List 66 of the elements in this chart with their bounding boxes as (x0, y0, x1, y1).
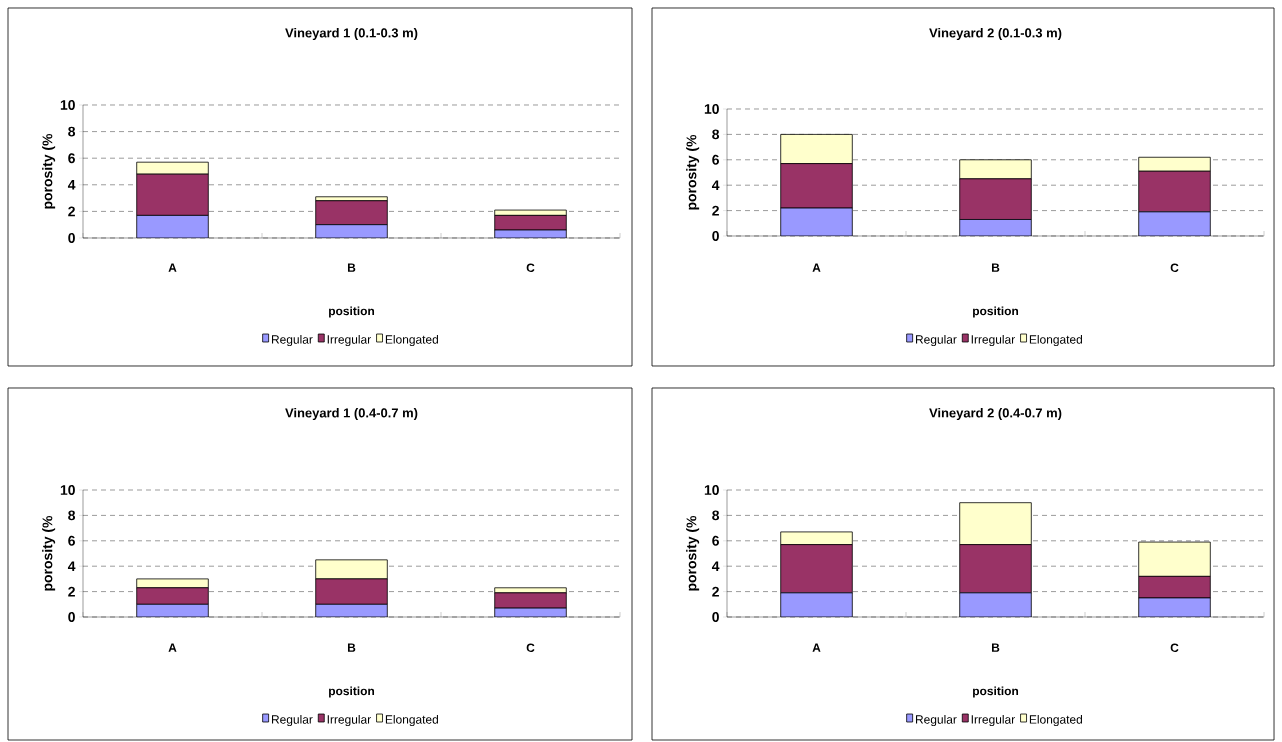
x-tick-label: B (991, 643, 1000, 652)
y-tick-label: 4 (67, 180, 76, 190)
legend-label: Irregular (971, 714, 1015, 727)
y-tick-label: 10 (60, 100, 75, 110)
x-tick-label: B (347, 263, 356, 272)
legend-label: Regular (272, 334, 313, 347)
y-tick-label: 8 (712, 129, 720, 140)
chart-title: Vineyard 1 (0.1-0.3 m) (285, 27, 418, 41)
y-tick-label: 6 (712, 535, 719, 546)
legend-label: Irregular (327, 714, 371, 727)
y-tick-label: 6 (68, 153, 75, 164)
y-tick-label: 2 (68, 586, 75, 597)
bar (780, 592, 853, 617)
x-axis-title: position (973, 306, 1019, 318)
x-axis-title: position (329, 306, 375, 318)
y-tick-label: 2 (712, 205, 719, 216)
legend-label: Irregular (971, 334, 1015, 347)
y-tick-label: 2 (68, 206, 75, 217)
chart-title: Vineyard 1 (0.4-0.7 m) (285, 407, 418, 421)
y-tick-label: 8 (68, 126, 76, 137)
bar (1138, 211, 1211, 236)
y-tick-label: 10 (704, 485, 719, 495)
x-tick-label: A (168, 263, 177, 272)
legend-label: Elongated (1029, 714, 1082, 727)
legend-label: Elongated (385, 334, 438, 347)
y-tick-label: 4 (67, 561, 76, 571)
legend-label: Elongated (1029, 334, 1082, 347)
y-tick-label: 0 (68, 612, 75, 622)
y-tick-label: 10 (704, 104, 719, 114)
x-tick-label: A (812, 263, 821, 272)
x-tick-label: C (1170, 643, 1179, 652)
bar (959, 592, 1032, 617)
x-tick-label: C (1170, 263, 1179, 272)
x-axis-title: position (973, 686, 1019, 698)
y-tick-label: 2 (712, 586, 719, 597)
y-tick-label: 0 (68, 233, 75, 243)
y-tick-label: 0 (712, 231, 719, 241)
legend-label: Regular (272, 714, 313, 727)
x-tick-label: C (526, 643, 535, 652)
x-tick-label: A (812, 643, 821, 652)
bar (959, 219, 1032, 236)
legend-label: Elongated (385, 714, 438, 727)
chart-title: Vineyard 2 (0.4-0.7 m) (929, 407, 1062, 421)
y-tick-label: 10 (60, 485, 75, 495)
y-axis-title: porosity (% (42, 133, 56, 209)
x-axis-title: position (329, 686, 375, 698)
legend-label: Regular (916, 334, 957, 347)
legend-label: Irregular (327, 334, 371, 347)
bar (136, 214, 209, 238)
y-tick-label: 8 (712, 510, 720, 521)
x-tick-label: C (526, 263, 535, 272)
x-tick-label: B (347, 643, 356, 652)
y-axis-title: porosity (% (686, 134, 700, 210)
y-axis-title: porosity (% (686, 515, 700, 591)
y-tick-label: 4 (711, 561, 720, 571)
y-tick-label: 6 (68, 535, 75, 546)
chart-title: Vineyard 2 (0.1-0.3 m) (929, 27, 1062, 41)
y-tick-label: 0 (712, 612, 719, 622)
x-tick-label: B (991, 263, 1000, 272)
y-tick-label: 8 (68, 510, 76, 521)
y-axis-title: porosity (% (42, 515, 56, 591)
bar (780, 207, 853, 236)
y-tick-label: 6 (712, 154, 719, 165)
x-tick-label: A (168, 643, 177, 652)
legend-label: Regular (916, 714, 957, 727)
y-tick-label: 4 (711, 180, 720, 190)
